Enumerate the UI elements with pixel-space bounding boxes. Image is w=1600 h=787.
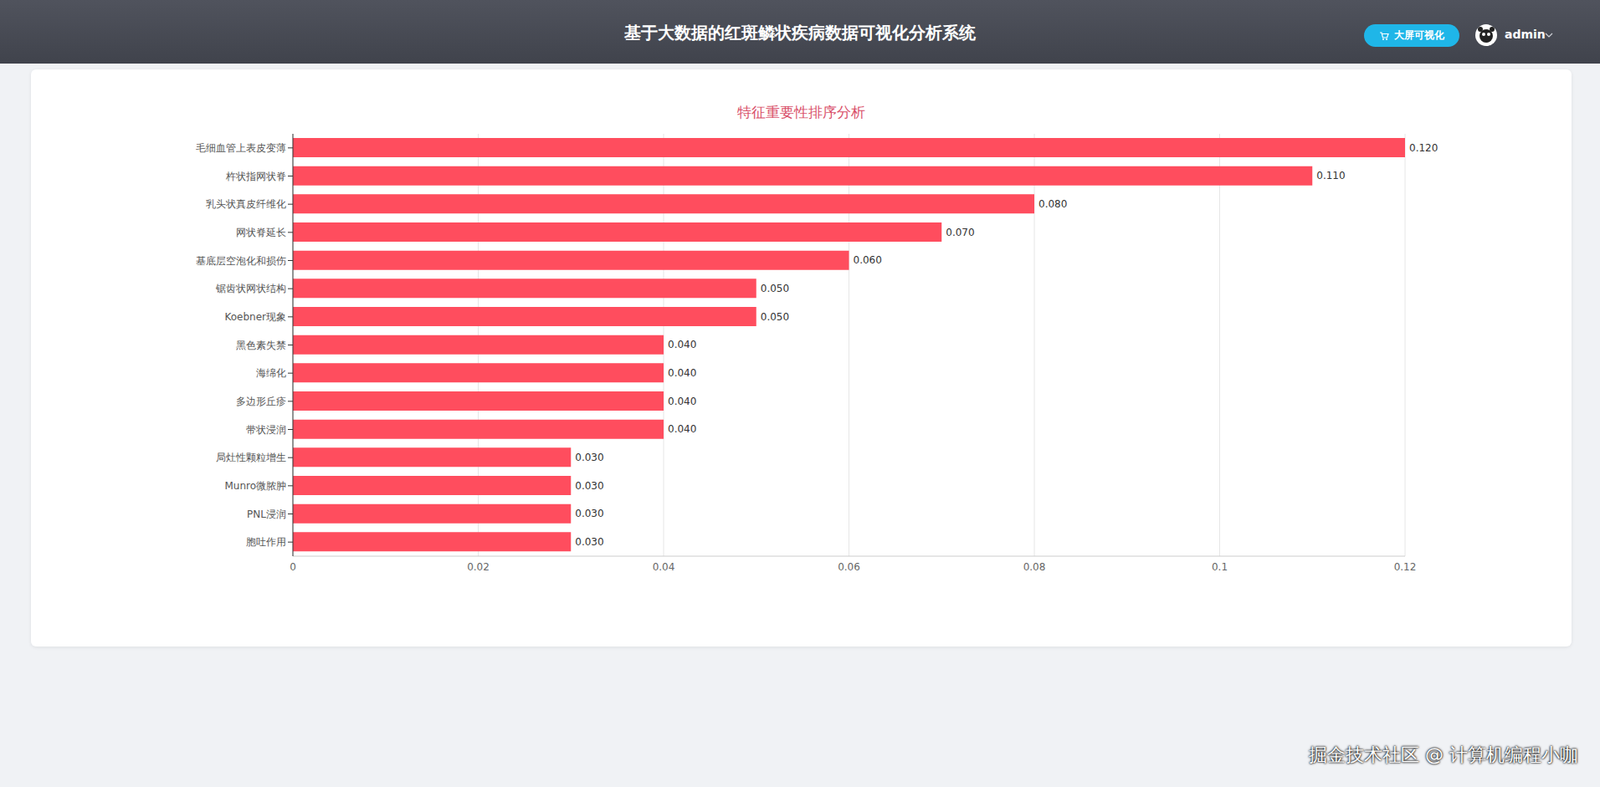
svg-text:Munro微脓肿: Munro微脓肿 bbox=[224, 480, 287, 493]
svg-text:乳头状真皮纤维化: 乳头状真皮纤维化 bbox=[205, 198, 287, 211]
svg-text:0.1: 0.1 bbox=[1211, 561, 1228, 574]
svg-text:PNL浸润: PNL浸润 bbox=[246, 508, 287, 521]
svg-text:胞吐作用: 胞吐作用 bbox=[246, 536, 287, 549]
html-text:admin: admin bbox=[1504, 27, 1546, 42]
svg-text:0.04: 0.04 bbox=[652, 561, 676, 574]
svg-text:多边形丘疹: 多边形丘疹 bbox=[235, 395, 287, 408]
svg-text:海绵化: 海绵化 bbox=[256, 367, 287, 380]
svg-text:黑色素失禁: 黑色素失禁 bbox=[235, 339, 287, 352]
svg-text:0.040: 0.040 bbox=[667, 423, 697, 436]
svg-text:0.12: 0.12 bbox=[1394, 561, 1417, 574]
svg-text:带状浸润: 带状浸润 bbox=[246, 424, 287, 436]
svg-text:0.040: 0.040 bbox=[667, 367, 697, 380]
svg-text:0.080: 0.080 bbox=[1038, 198, 1067, 211]
html-text:掘金技术社区 @ 计算机编程小咖: 掘金技术社区 @ 计算机编程小咖 bbox=[1308, 744, 1579, 766]
svg-text:0.040: 0.040 bbox=[667, 395, 697, 408]
svg-text:0.030: 0.030 bbox=[574, 507, 604, 520]
svg-text:0.120: 0.120 bbox=[1409, 142, 1438, 154]
svg-text:基底层空泡化和损伤: 基底层空泡化和损伤 bbox=[195, 255, 287, 267]
html-text:基于大数据的红斑鳞状疾病数据可视化分析系统: 基于大数据的红斑鳞状疾病数据可视化分析系统 bbox=[624, 22, 976, 43]
svg-text:0.02: 0.02 bbox=[466, 561, 490, 574]
svg-text:0.040: 0.040 bbox=[667, 338, 697, 351]
svg-text:0.110: 0.110 bbox=[1316, 169, 1345, 182]
svg-text:0.06: 0.06 bbox=[837, 561, 861, 574]
svg-text:毛细血管上表皮变薄: 毛细血管上表皮变薄 bbox=[195, 142, 287, 154]
svg-text:0.050: 0.050 bbox=[760, 282, 790, 295]
svg-text:锯齿状网状结构: 锯齿状网状结构 bbox=[215, 282, 287, 295]
svg-text:局灶性颗粒增生: 局灶性颗粒增生 bbox=[215, 451, 287, 464]
html-text:大屏可视化: 大屏可视化 bbox=[1394, 29, 1445, 42]
svg-text:0.030: 0.030 bbox=[574, 536, 604, 549]
svg-text:0.050: 0.050 bbox=[760, 311, 790, 324]
html-text:特征重要性排序分析: 特征重要性排序分析 bbox=[737, 103, 866, 121]
svg-text:0.08: 0.08 bbox=[1023, 561, 1047, 574]
svg-text:0: 0 bbox=[289, 561, 297, 574]
svg-text:杵状指网状脊: 杵状指网状脊 bbox=[225, 170, 287, 183]
svg-text:0.070: 0.070 bbox=[945, 226, 975, 239]
svg-text:0.060: 0.060 bbox=[853, 254, 883, 267]
svg-text:0.030: 0.030 bbox=[574, 451, 604, 464]
svg-text:网状脊延长: 网状脊延长 bbox=[235, 226, 287, 239]
svg-text:Koebner现象: Koebner现象 bbox=[224, 311, 287, 324]
svg-text:0.030: 0.030 bbox=[574, 480, 604, 493]
